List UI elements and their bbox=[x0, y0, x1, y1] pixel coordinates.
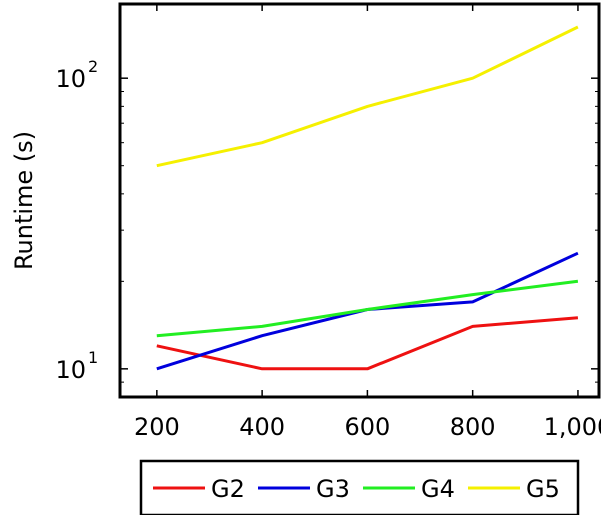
y-tick-exponent: 2 bbox=[88, 57, 98, 76]
legend-label-g5: G5 bbox=[526, 475, 560, 503]
y-tick-label: 10 bbox=[55, 65, 86, 93]
x-tick-label: 800 bbox=[450, 413, 496, 441]
x-axis-ticks: 200 400 600 800 1,000 bbox=[134, 4, 601, 441]
series-line-g2 bbox=[156, 316, 579, 371]
legend-label-g2: G2 bbox=[211, 475, 245, 503]
legend: G2 G3 G4 G5 bbox=[139, 459, 580, 515]
plot-frame bbox=[118, 2, 601, 399]
series-lines bbox=[156, 25, 579, 371]
y-axis-title: Runtime (s) bbox=[10, 131, 38, 270]
legend-label-g4: G4 bbox=[421, 475, 455, 503]
series-line-g4 bbox=[156, 279, 579, 338]
x-tick-label: 1,000 bbox=[544, 413, 601, 441]
y-tick-label: 10 bbox=[55, 356, 86, 384]
x-tick-label: 600 bbox=[344, 413, 390, 441]
x-tick-label: 200 bbox=[134, 413, 180, 441]
legend-label-g3: G3 bbox=[316, 475, 350, 503]
y-tick-exponent: 1 bbox=[88, 348, 98, 367]
x-tick-label: 400 bbox=[239, 413, 285, 441]
series-line-g5 bbox=[156, 25, 579, 168]
